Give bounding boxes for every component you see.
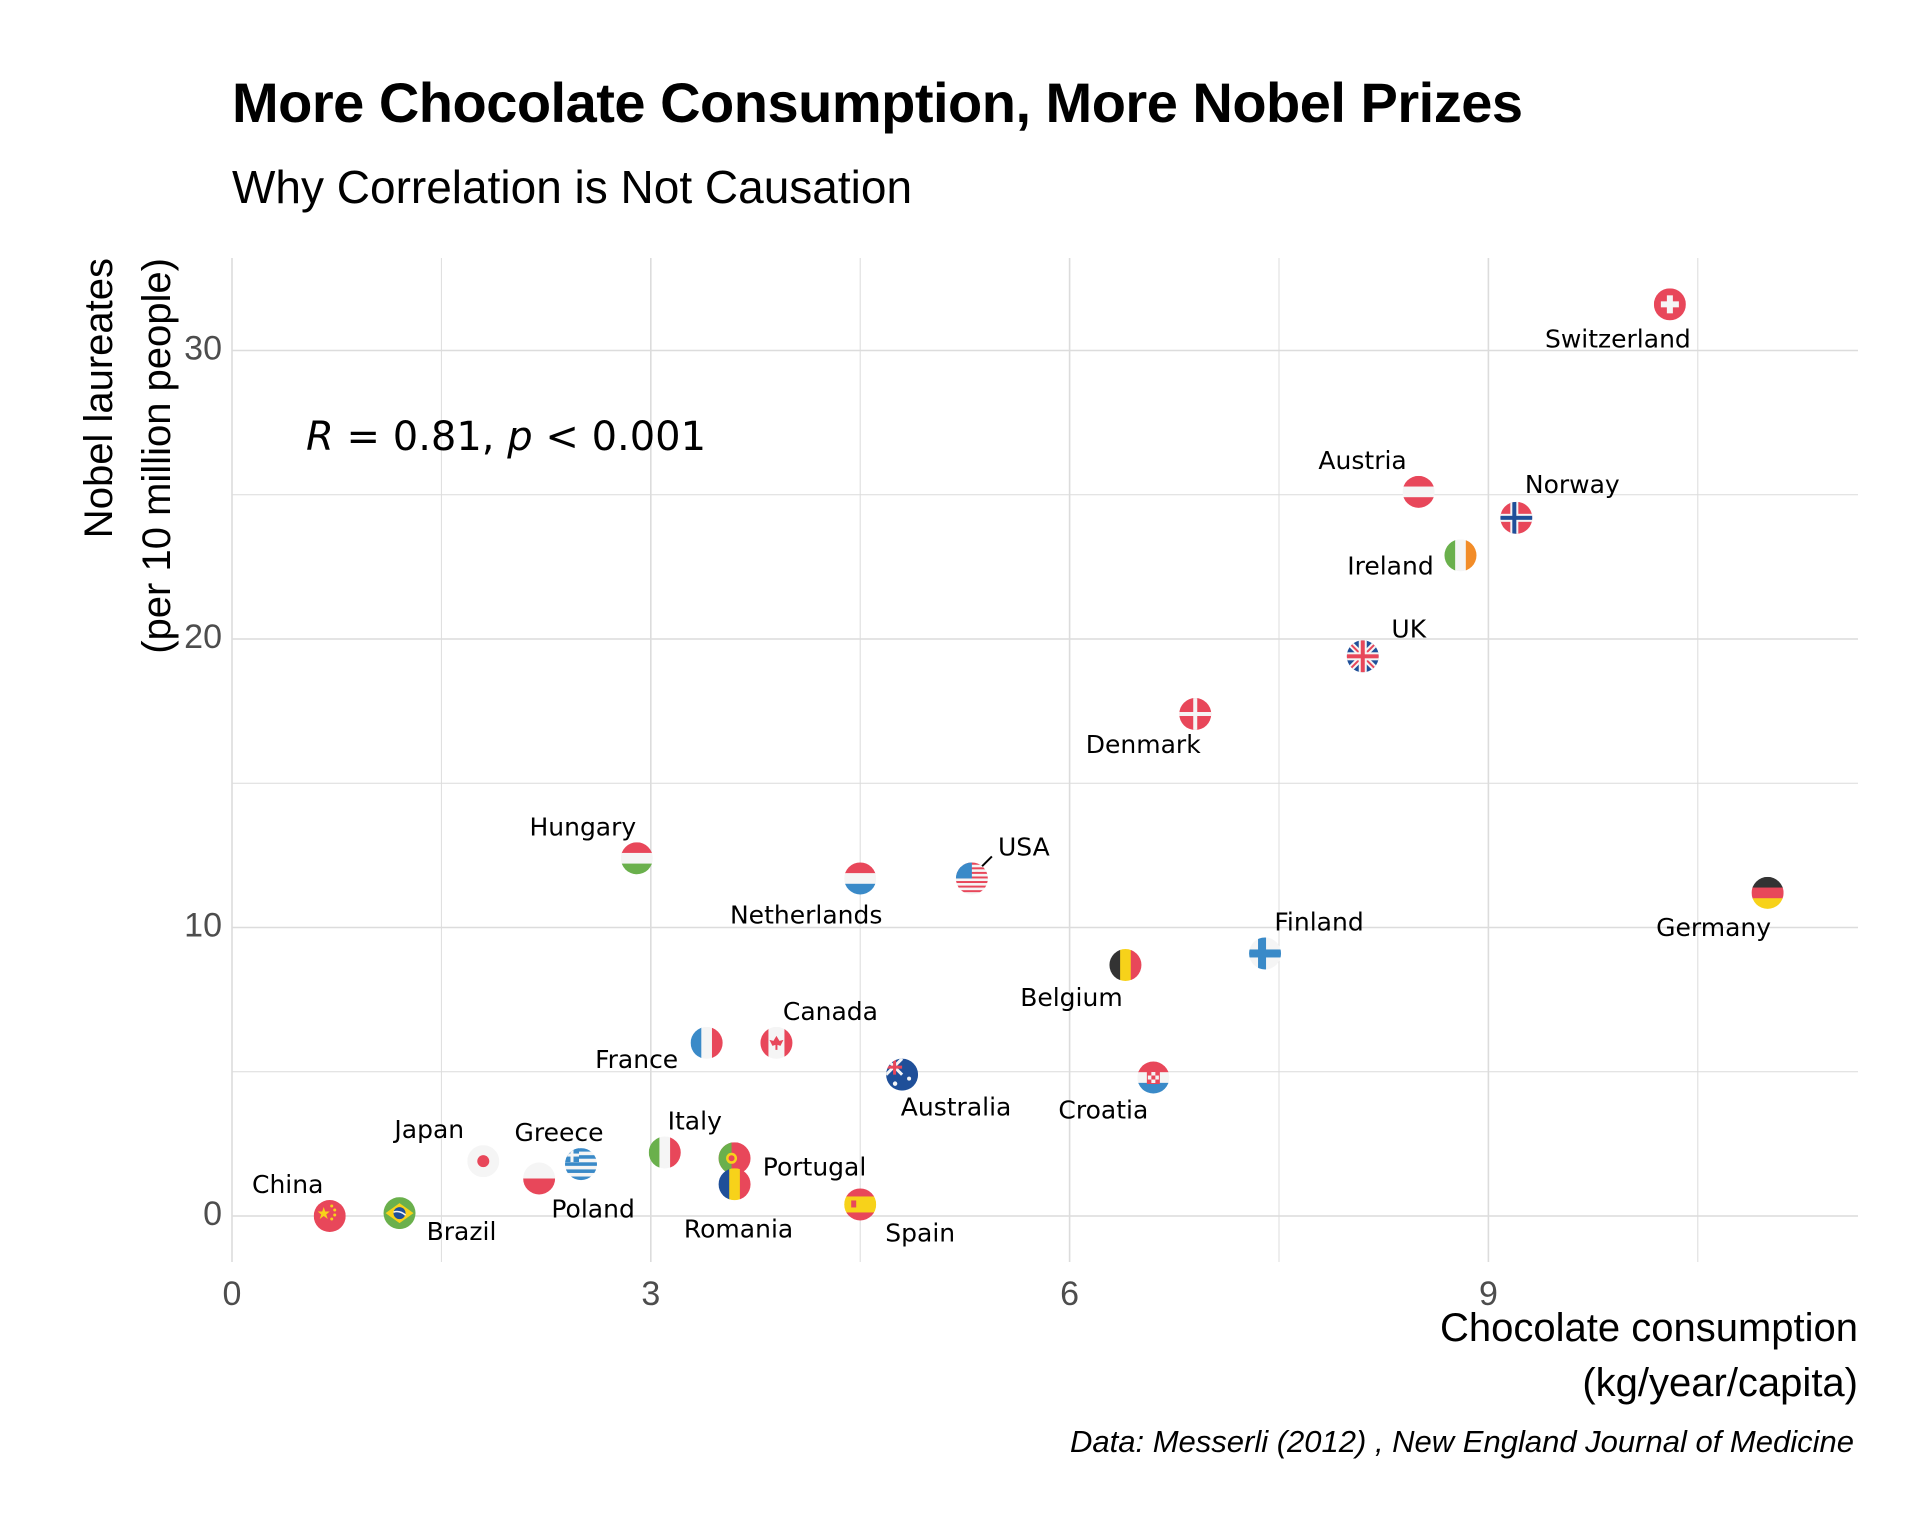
brazil-flag-icon <box>383 1197 416 1230</box>
data-point-germany <box>1751 876 1784 909</box>
croatia-flag-icon <box>1137 1061 1170 1094</box>
romania-flag-icon <box>718 1168 751 1201</box>
y-tick-label: 20 <box>184 618 222 656</box>
data-point-finland <box>1249 937 1282 970</box>
x-tick-label: 6 <box>1060 1275 1079 1313</box>
x-tick-label: 3 <box>641 1275 660 1313</box>
y-tick-label: 30 <box>184 329 222 367</box>
poland-flag-icon <box>523 1162 556 1195</box>
point-label-austria: Austria <box>1318 446 1406 475</box>
axis-titles: Chocolate consumption (kg/year/capita) Nob… <box>77 258 1858 1405</box>
point-label-italy: Italy <box>668 1107 722 1136</box>
point-labels: Switzerland Austria Norway Ireland UK Denmark… <box>252 324 1771 1247</box>
point-label-greece: Greece <box>515 1118 604 1147</box>
data-point-china <box>313 1200 346 1232</box>
data-point-romania <box>718 1168 751 1201</box>
x-axis-subtitle: (kg/year/capita) <box>1582 1361 1858 1405</box>
uk-flag-icon <box>1346 640 1379 673</box>
ireland-flag-icon <box>1444 539 1477 572</box>
norway-flag-icon <box>1500 501 1533 534</box>
data-point-spain <box>844 1188 877 1221</box>
data-point-usa <box>955 862 988 895</box>
data-point-japan <box>467 1145 500 1178</box>
data-points <box>313 288 1784 1232</box>
switzerland-flag-icon <box>1653 288 1686 321</box>
point-label-poland: Poland <box>551 1194 634 1223</box>
y-tick-label: 0 <box>203 1195 222 1233</box>
point-label-norway: Norway <box>1525 470 1620 499</box>
data-point-australia <box>886 1058 919 1091</box>
data-point-belgium <box>1109 949 1142 982</box>
point-label-brazil: Brazil <box>427 1217 497 1246</box>
y-tick-label: 10 <box>184 906 222 944</box>
point-label-belgium: Belgium <box>1020 983 1123 1012</box>
austria-flag-icon <box>1402 475 1435 508</box>
canada-flag-icon <box>760 1026 793 1059</box>
usa-flag-icon <box>955 862 988 895</box>
data-point-uk <box>1346 640 1379 673</box>
point-label-usa: USA <box>998 832 1050 861</box>
point-label-portugal: Portugal <box>763 1152 867 1181</box>
data-point-poland <box>523 1162 556 1195</box>
x-tick-label: 9 <box>1479 1275 1498 1313</box>
point-label-australia: Australia <box>901 1093 1012 1122</box>
data-point-hungary <box>620 842 653 875</box>
data-point-france <box>690 1026 723 1059</box>
data-point-croatia <box>1137 1061 1170 1094</box>
australia-flag-icon <box>886 1058 919 1091</box>
point-label-hungary: Hungary <box>529 812 636 841</box>
point-label-finland: Finland <box>1274 907 1363 936</box>
point-label-switzerland: Switzerland <box>1545 324 1691 353</box>
point-label-netherlands: Netherlands <box>730 900 882 929</box>
data-point-ireland <box>1444 539 1477 572</box>
point-label-croatia: Croatia <box>1058 1096 1148 1125</box>
data-point-canada <box>760 1026 793 1059</box>
italy-flag-icon <box>648 1136 681 1169</box>
chart-title: More Chocolate Consumption, More Nobel P… <box>232 71 1523 134</box>
point-label-romania: Romania <box>684 1214 793 1243</box>
data-point-portugal <box>718 1142 751 1175</box>
data-point-netherlands <box>844 862 877 895</box>
japan-flag-icon <box>467 1145 500 1178</box>
axis-ticks: 0 3 6 9 0 10 20 30 <box>184 329 1498 1313</box>
data-point-italy <box>648 1136 681 1169</box>
x-tick-label: 0 <box>223 1275 242 1313</box>
chart-subtitle: Why Correlation is Not Causation <box>232 161 913 213</box>
data-point-greece <box>565 1148 597 1181</box>
greece-flag-icon <box>565 1148 597 1181</box>
data-source-caption: Data: Messerli (2012) , New England Jour… <box>1070 1424 1854 1459</box>
point-label-japan: Japan <box>392 1115 464 1144</box>
germany-flag-icon <box>1751 876 1784 909</box>
correlation-annotation: R = 0.81, p < 0.001 <box>306 414 706 460</box>
point-label-denmark: Denmark <box>1086 730 1201 759</box>
point-label-ireland: Ireland <box>1347 551 1433 580</box>
finland-flag-icon <box>1249 937 1282 970</box>
data-point-norway <box>1500 501 1533 534</box>
y-axis-title: Nobel laureates <box>77 258 121 538</box>
point-label-spain: Spain <box>885 1218 955 1247</box>
france-flag-icon <box>690 1026 723 1059</box>
belgium-flag-icon <box>1109 949 1142 982</box>
point-label-china: China <box>252 1170 323 1199</box>
data-point-switzerland <box>1653 288 1686 321</box>
point-label-uk: UK <box>1391 614 1426 643</box>
y-axis-subtitle: (per 10 million people) <box>135 258 179 654</box>
data-point-brazil <box>383 1197 416 1230</box>
data-point-austria <box>1402 475 1435 508</box>
data-point-denmark <box>1179 698 1212 731</box>
china-flag-icon <box>313 1200 346 1232</box>
denmark-flag-icon <box>1179 698 1212 731</box>
spain-flag-icon <box>844 1188 877 1221</box>
point-label-canada: Canada <box>783 997 878 1026</box>
x-axis-title: Chocolate consumption <box>1440 1306 1858 1350</box>
point-label-germany: Germany <box>1656 913 1771 942</box>
portugal-flag-icon <box>718 1142 751 1175</box>
netherlands-flag-icon <box>844 862 877 895</box>
point-label-france: France <box>595 1045 678 1074</box>
grid-lines <box>231 258 1858 1262</box>
hungary-flag-icon <box>620 842 653 875</box>
